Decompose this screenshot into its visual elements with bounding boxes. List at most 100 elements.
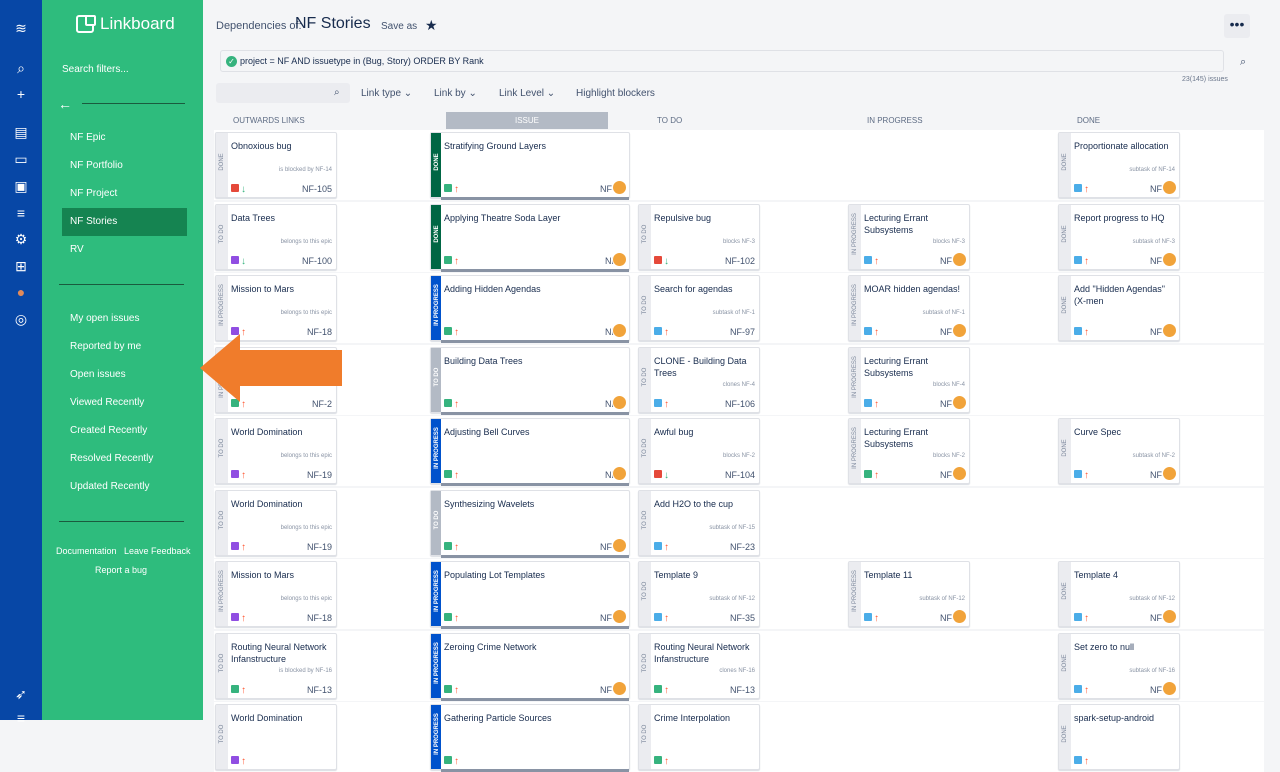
issue-key[interactable]: NF-18 bbox=[306, 613, 332, 623]
card-title[interactable]: Lecturing Errant Subsystems bbox=[864, 212, 929, 235]
issue-key[interactable]: NF-106 bbox=[724, 398, 755, 409]
card-title[interactable]: Add H2O to the cup bbox=[654, 498, 734, 509]
sidebar-item-nf-project[interactable]: NF Project bbox=[70, 188, 118, 199]
gear-icon[interactable]: ⚙ bbox=[14, 231, 28, 247]
card-title[interactable]: Obnoxious bug bbox=[231, 141, 292, 151]
leave-feedback-link[interactable]: Leave Feedback bbox=[124, 546, 191, 556]
issue-card[interactable]: TO DO CLONE - Building Data Trees clones N… bbox=[638, 346, 760, 413]
sidebar-item-nf-portfolio[interactable]: NF Portfolio bbox=[70, 160, 123, 171]
card-title[interactable]: Building Data Trees bbox=[444, 355, 523, 366]
search-board-input[interactable] bbox=[216, 83, 350, 103]
jql-query[interactable]: project = NF AND issuetype in (Bug, Stor… bbox=[240, 56, 484, 66]
issue-key[interactable]: NF-102 bbox=[724, 255, 755, 266]
card-title[interactable]: Crime Interpolation bbox=[654, 713, 731, 723]
card-title[interactable]: Applying Theatre Soda Layer bbox=[444, 212, 561, 223]
sidebar-item-open-issues[interactable]: Open issues bbox=[70, 369, 126, 380]
card-title[interactable]: Proportionate allocation bbox=[1074, 141, 1169, 151]
card-title[interactable]: Template 4 bbox=[1074, 570, 1119, 580]
card-title[interactable]: Gathering Particle Sources bbox=[444, 713, 552, 723]
issue-card[interactable]: TO DO Add H2O to the cup subtask of NF-15 N… bbox=[638, 489, 760, 556]
rocket-icon[interactable]: ➶ bbox=[15, 686, 27, 702]
issue-key[interactable]: NF-13 bbox=[729, 684, 755, 695]
roadmap-icon[interactable]: ≡ bbox=[16, 205, 26, 221]
card-title[interactable]: Awful bug bbox=[654, 427, 694, 437]
card-title[interactable]: Set zero to null bbox=[1074, 641, 1135, 652]
card-title[interactable]: World Domination bbox=[231, 498, 303, 509]
plus-icon[interactable]: + bbox=[16, 86, 26, 102]
issue-card[interactable]: TO DO Data Trees belongs to this epic NF-10… bbox=[215, 203, 337, 270]
issue-key[interactable]: NF-23 bbox=[729, 541, 755, 552]
issue-card[interactable]: TO DO Repulsive bug blocks NF-3 NF-102 ↓ bbox=[638, 203, 760, 270]
issue-card[interactable]: IN PROGRESS Lecturing Errant Subsystems bl… bbox=[848, 203, 970, 270]
avatar[interactable] bbox=[952, 251, 967, 267]
avatar[interactable] bbox=[612, 323, 627, 338]
card-title[interactable]: Template 11 bbox=[864, 570, 913, 580]
back-arrow-icon[interactable]: ← bbox=[58, 96, 72, 112]
card-title[interactable]: Routing Neural Network Infanstructure bbox=[654, 641, 750, 664]
folder-icon[interactable]: ▭ bbox=[14, 151, 28, 167]
avatar[interactable] bbox=[952, 609, 967, 624]
logo-icon[interactable]: ≋ bbox=[15, 20, 27, 36]
avatar[interactable] bbox=[612, 251, 627, 267]
link-level-dropdown[interactable]: Link Level ⌄ bbox=[499, 88, 556, 99]
issue-card[interactable]: DONE Proportionate allocation subtask of N… bbox=[1058, 132, 1180, 198]
sidebar-item-updated-recently[interactable]: Updated Recently bbox=[70, 481, 150, 492]
avatar[interactable] bbox=[612, 466, 627, 481]
help-icon[interactable]: ◎ bbox=[14, 311, 28, 327]
issue-key[interactable]: NF-97 bbox=[729, 327, 755, 337]
card-title[interactable]: spark-setup-android bbox=[1074, 713, 1155, 723]
avatar[interactable] bbox=[1162, 609, 1177, 624]
board-icon[interactable]: ▤ bbox=[14, 124, 28, 140]
avatar[interactable] bbox=[952, 323, 967, 338]
issue-card[interactable]: IN PROGRESS MOAR hidden agendas! subtask o… bbox=[848, 275, 970, 341]
card-title[interactable]: Synthesizing Wavelets bbox=[444, 498, 535, 509]
card-title[interactable]: Search for agendas bbox=[654, 284, 733, 294]
sidebar-item-created-recently[interactable]: Created Recently bbox=[70, 425, 148, 436]
link-type-dropdown[interactable]: Link type ⌄ bbox=[361, 88, 413, 99]
avatar-icon[interactable]: ● bbox=[16, 284, 26, 300]
avatar[interactable] bbox=[952, 394, 967, 410]
sidebar-item-resolved-recently[interactable]: Resolved Recently bbox=[70, 453, 154, 464]
link-by-dropdown[interactable]: Link by ⌄ bbox=[434, 88, 477, 99]
card-title[interactable]: Adjusting Bell Curves bbox=[444, 427, 530, 437]
search-filters-input[interactable]: Search filters... bbox=[62, 64, 129, 75]
issue-card[interactable]: TO DO Routing Neural Network Infanstructu… bbox=[638, 632, 760, 699]
issue-card[interactable]: DONE Report progress to HQ subtask of NF-3… bbox=[1058, 203, 1180, 270]
monitor-icon[interactable]: ▣ bbox=[14, 178, 28, 194]
issue-card[interactable]: TO DO Template 9 subtask of NF-12 NF-35 ↑ bbox=[638, 561, 760, 627]
card-title[interactable]: Adding Hidden Agendas bbox=[444, 284, 541, 294]
issue-card[interactable]: TO DO World Domination belongs to this epi… bbox=[215, 418, 337, 484]
avatar[interactable] bbox=[1162, 251, 1177, 267]
more-options-button[interactable]: ••• bbox=[1224, 14, 1250, 38]
avatar[interactable] bbox=[1162, 466, 1177, 481]
card-title[interactable]: Mission to Mars bbox=[231, 284, 295, 294]
card-title[interactable]: Report progress to HQ bbox=[1074, 212, 1165, 223]
save-as-button[interactable]: Save as bbox=[381, 21, 418, 32]
card-title[interactable]: Zeroing Crime Network bbox=[444, 641, 537, 652]
sidebar-item-rv[interactable]: RV bbox=[70, 244, 84, 255]
sidebar-item-reported-by-me[interactable]: Reported by me bbox=[70, 341, 142, 352]
issue-card[interactable]: IN PROGRESS Lecturing Errant Subsystems bl… bbox=[848, 346, 970, 413]
sidebar-item-my-open-issues[interactable]: My open issues bbox=[70, 313, 140, 324]
card-title[interactable]: Lecturing Errant Subsystems bbox=[864, 427, 929, 449]
avatar[interactable] bbox=[612, 537, 627, 553]
card-title[interactable]: World Domination bbox=[231, 713, 303, 723]
issue-card[interactable]: DONE spark-setup-android ↑ bbox=[1058, 704, 1180, 770]
menu-icon[interactable]: ≡ bbox=[16, 710, 26, 726]
issue-key[interactable]: NF-19 bbox=[306, 541, 332, 552]
issue-card[interactable]: TO DO Awful bug blocks NF-2 NF-104 ↓ bbox=[638, 418, 760, 484]
issue-card[interactable]: TO DO Crime Interpolation ↑ bbox=[638, 704, 760, 770]
avatar[interactable] bbox=[612, 180, 627, 195]
issue-card[interactable]: IN PROGRESS Gathering Particle Sources ↑ bbox=[430, 704, 630, 772]
highlight-blockers-button[interactable]: Highlight blockers bbox=[576, 88, 655, 99]
sidebar-item-nf-stories[interactable]: NF Stories bbox=[62, 208, 187, 236]
card-title[interactable]: Add "Hidden Agendas" (X-men bbox=[1074, 284, 1165, 306]
